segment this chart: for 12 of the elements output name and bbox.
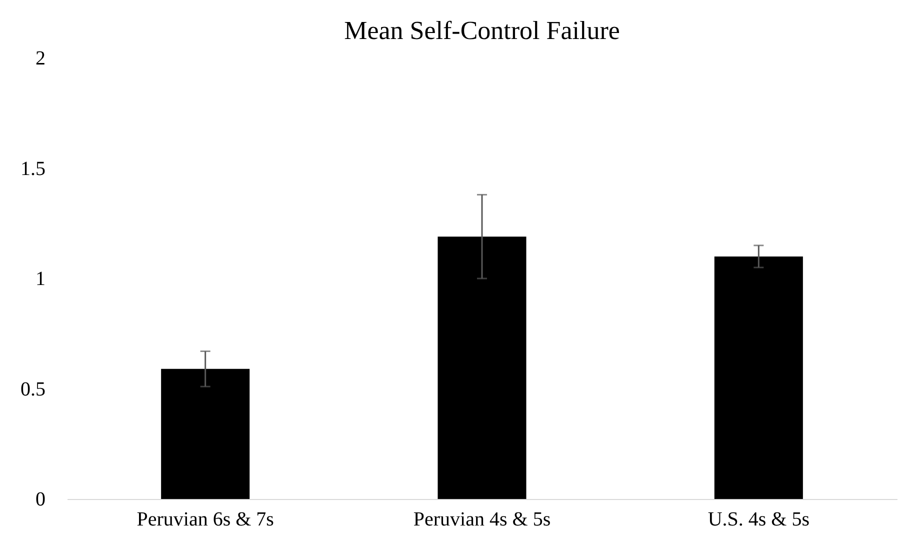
x-tick-label: Peruvian 4s & 5s xyxy=(413,508,551,530)
bar xyxy=(714,256,803,499)
y-tick-label: 1.5 xyxy=(20,158,46,180)
y-tick-label: 1 xyxy=(36,268,46,290)
y-tick-label: 0 xyxy=(36,488,46,510)
x-tick-label: U.S. 4s & 5s xyxy=(708,508,810,530)
y-tick-label: 2 xyxy=(36,48,46,70)
y-tick-label: 0.5 xyxy=(20,378,46,400)
x-tick-label: Peruvian 6s & 7s xyxy=(136,508,274,530)
chart-title: Mean Self-Control Failure xyxy=(344,16,620,45)
bar xyxy=(161,368,250,499)
bar xyxy=(438,236,526,499)
